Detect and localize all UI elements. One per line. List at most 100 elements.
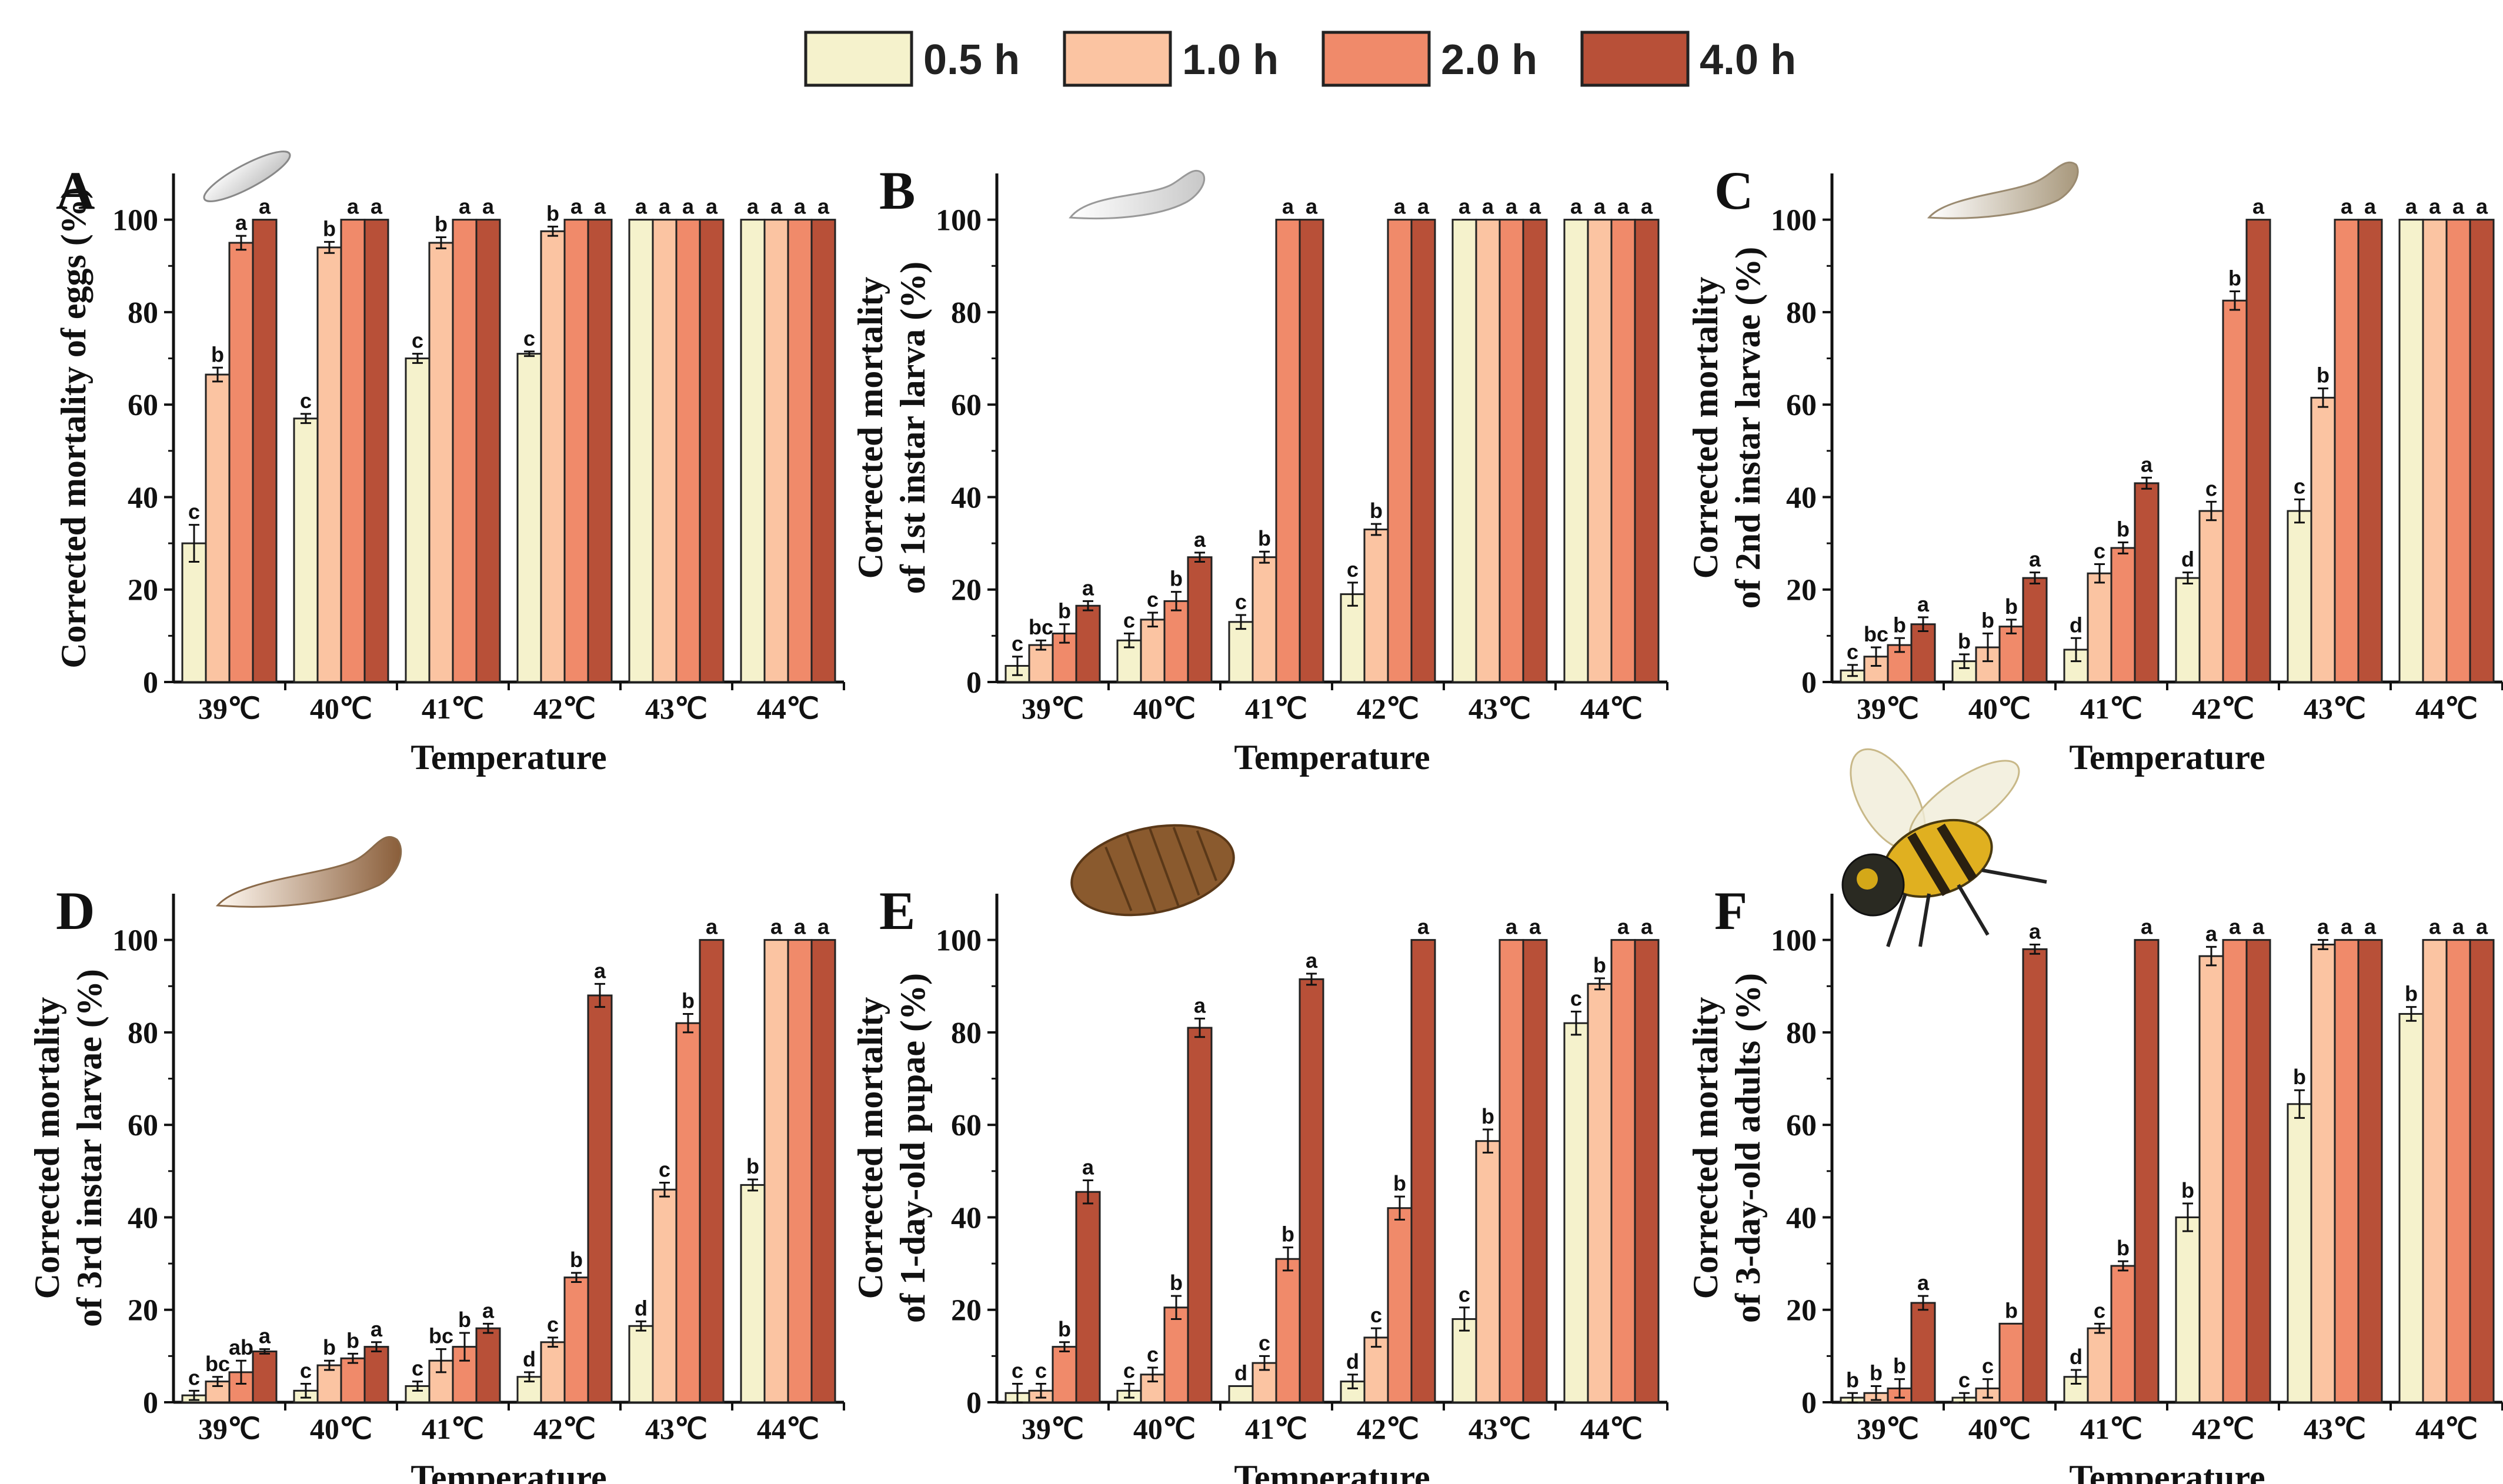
significance-label: a (1506, 195, 1518, 219)
significance-label: c (412, 329, 423, 353)
x-tick-label: 42℃ (1357, 1412, 1419, 1445)
bar (1275, 219, 1301, 683)
x-tick-label: 44℃ (1580, 692, 1643, 725)
bar (228, 242, 254, 683)
chart-panel-b: B 0 20 40 60 80 100 Corrected mortality of 1st i… (851, 161, 1668, 777)
bar (1475, 219, 1501, 683)
significance-label: a (706, 915, 718, 939)
x-axis-label: Temperature (411, 738, 606, 777)
bar (699, 939, 725, 1403)
significance-label: d (1346, 1349, 1359, 1373)
bar (1252, 556, 1277, 683)
significance-label: a (817, 195, 830, 219)
significance-label: b (1370, 499, 1383, 523)
bar (1228, 1385, 1254, 1403)
significance-label: b (1058, 1317, 1071, 1341)
significance-label: a (2317, 915, 2330, 939)
significance-label: a (459, 195, 471, 219)
bar (2110, 547, 2136, 683)
x-axis-label: Temperature (1234, 738, 1430, 777)
y-tick-label: 0 (1801, 1386, 1817, 1420)
legend-swatch (804, 31, 913, 87)
y-axis-label: Corrected mortality (28, 997, 66, 1299)
significance-label: c (300, 389, 312, 413)
bar (2175, 1216, 2201, 1403)
bar (1998, 626, 2024, 683)
significance-label: b (1893, 1354, 1906, 1378)
significance-label: a (2341, 195, 2353, 219)
y-axis-label: of 3-day-old adults (%) (1728, 973, 1767, 1323)
bar (699, 219, 725, 683)
legend-label: 2.0 h (1441, 36, 1537, 83)
y-tick-label: 40 (1786, 481, 1817, 514)
significance-label: a (1570, 195, 1583, 219)
bar (1052, 1346, 1077, 1403)
y-tick-label: 100 (112, 204, 158, 238)
bar (1163, 1306, 1189, 1403)
significance-label: a (570, 195, 583, 219)
bar (1522, 219, 1548, 683)
bar (1187, 1027, 1213, 1403)
x-tick-label: 41℃ (2080, 692, 2142, 725)
significance-label: a (1482, 195, 1494, 219)
significance-label: a (1082, 1155, 1094, 1179)
x-tick-label: 42℃ (1357, 692, 1419, 725)
bar (2398, 219, 2424, 683)
y-tick-label: 20 (1786, 574, 1817, 607)
x-tick-label: 39℃ (1022, 692, 1084, 725)
bar (252, 219, 278, 683)
y-axis-label: of 1st instar larva (%) (893, 262, 932, 594)
bar (1228, 621, 1254, 683)
panel-letter: E (879, 881, 915, 941)
bar (2422, 219, 2448, 683)
significance-label: a (1506, 915, 1518, 939)
bar (1910, 1302, 1936, 1403)
bar (1587, 982, 1613, 1403)
significance-label: a (659, 195, 671, 219)
significance-label: a (2141, 915, 2153, 939)
significance-label: c (2205, 476, 2217, 500)
bar (1075, 604, 1101, 683)
chart-panel-e: E 0 20 40 60 80 100 Corrected mortality of 1-day… (851, 881, 1668, 1484)
significance-label: a (1617, 195, 1630, 219)
bar (2469, 939, 2495, 1403)
significance-label: b (211, 342, 224, 366)
significance-label: a (2229, 915, 2241, 939)
bar (675, 219, 701, 683)
y-axis-label: of 3rd instar larvae (%) (70, 969, 109, 1327)
significance-label: a (482, 195, 495, 219)
significance-label: a (2341, 915, 2353, 939)
significance-label: c (547, 1312, 559, 1336)
y-tick-label: 20 (951, 1294, 982, 1328)
significance-label: b (1170, 567, 1183, 591)
bar (1610, 219, 1636, 683)
significance-label: b (2005, 1298, 2018, 1322)
significance-label: a (1917, 1271, 1930, 1295)
significance-label: a (2364, 915, 2377, 939)
bar (475, 1327, 501, 1403)
significance-label: b (2405, 982, 2418, 1006)
panel-letter: C (1714, 161, 1753, 220)
significance-label: b (435, 212, 448, 236)
significance-label: c (1459, 1282, 1470, 1306)
x-tick-label: 41℃ (422, 692, 484, 725)
bar (675, 1022, 701, 1403)
bar (2134, 939, 2160, 1403)
bar (1410, 219, 1436, 683)
y-tick-label: 40 (1786, 1201, 1817, 1235)
bar (2110, 1265, 2136, 1403)
chart-panel-d: D 0 20 40 60 80 100 Corrected mortality of 3rd i… (28, 881, 845, 1484)
significance-label: a (2364, 195, 2377, 219)
bar (1634, 939, 1660, 1403)
significance-label: a (770, 195, 783, 219)
legend: 0.5 h 1.0 h 2.0 h 4.0 h (804, 31, 1796, 87)
significance-label: a (1394, 195, 1406, 219)
x-tick-label: 44℃ (1580, 1412, 1643, 1445)
y-axis-label: of 1-day-old pupae (%) (893, 973, 932, 1323)
bar (2222, 299, 2248, 683)
y-tick-label: 100 (936, 204, 982, 238)
bar (1451, 219, 1477, 683)
bar (2022, 577, 2048, 683)
bar (763, 939, 789, 1403)
